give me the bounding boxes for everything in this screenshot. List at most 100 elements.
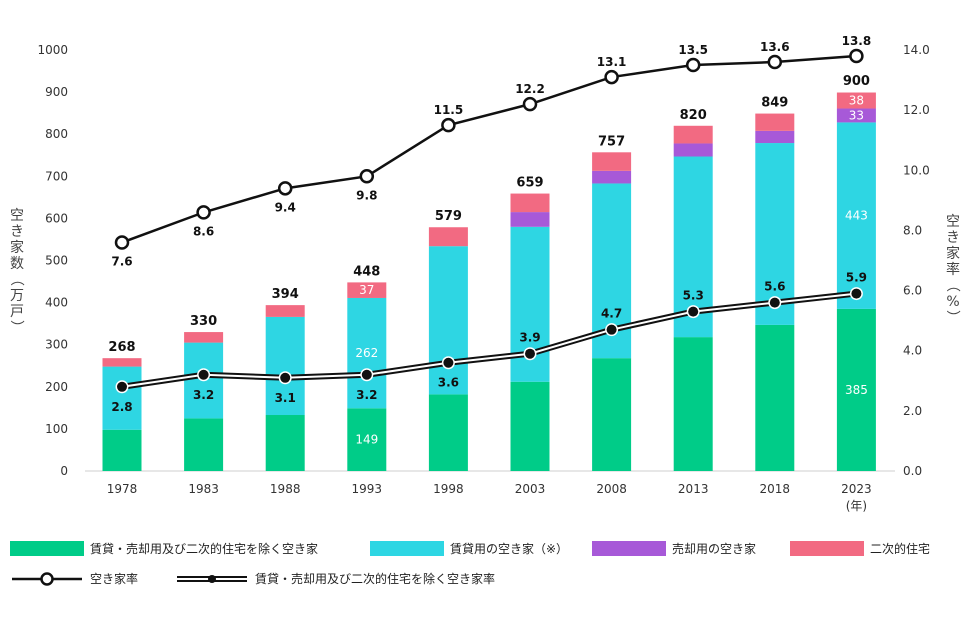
y-right-axis-title: （ — [944, 278, 960, 292]
x-tick-label: 2013 — [678, 482, 709, 496]
bar-segment — [755, 113, 795, 131]
other-vacancy-rate-point — [769, 297, 780, 308]
legend-item-for-sale: 売却用の空き家 — [592, 540, 756, 557]
bar-total-label: 448 — [353, 264, 380, 279]
vacancy-rate-point — [685, 57, 701, 73]
bar-segment-label: 262 — [355, 346, 378, 360]
y-left-tick-label: 1000 — [37, 43, 68, 57]
legend-item-other-vacancy-rate: 賃貸・売却用及び二次的住宅を除く空き家率 — [175, 570, 495, 587]
bar-segment — [510, 212, 550, 227]
y-right-tick-label: 8.0 — [903, 223, 922, 237]
bar-segment-label: 38 — [849, 94, 864, 108]
bar-segment — [184, 332, 224, 343]
other-vacancy-rate-label: 2.8 — [111, 400, 132, 414]
bar-total-label: 659 — [516, 176, 543, 191]
vacancy-rate-label: 9.8 — [356, 188, 377, 202]
x-tick-label: 1988 — [270, 482, 301, 496]
other-vacancy-rate-point — [198, 369, 209, 380]
y-left-tick-label: 700 — [45, 169, 68, 183]
y-left-tick-label: 100 — [45, 422, 68, 436]
vacancy-rate-point — [277, 181, 293, 196]
other-vacancy-rate-label: 3.2 — [356, 388, 377, 402]
legend-label: 売却用の空き家 — [672, 542, 757, 556]
legend-item-rental: 賃貸用の空き家（※） — [370, 540, 568, 557]
x-tick-label: 1983 — [188, 482, 219, 496]
y-left-axis-title: 数 — [10, 256, 24, 272]
bar-segment — [673, 143, 713, 157]
bar-total-label: 900 — [843, 74, 870, 89]
x-tick-label: 2023 — [841, 482, 872, 496]
vacancy-rate-label: 7.6 — [111, 254, 132, 268]
bar-segment — [510, 381, 550, 471]
legend-swatch-cyan — [370, 541, 444, 556]
legend-swatch-green — [10, 541, 84, 556]
other-vacancy-rate-label: 4.7 — [601, 307, 622, 321]
vacancy-rate-point — [767, 54, 783, 70]
vacancy-rate-label: 11.5 — [434, 103, 464, 117]
other-vacancy-rate-point — [280, 372, 291, 383]
bar-segment — [347, 282, 387, 298]
y-right-axis-title: 家 — [946, 245, 960, 262]
y-left-axis-title: ） — [8, 320, 24, 334]
bar-segment — [836, 108, 876, 123]
y-right-axis-title: % — [946, 294, 959, 310]
bar-segment-label: 37 — [359, 283, 374, 297]
bar-segment-label: 33 — [849, 108, 864, 122]
other-vacancy-rate-label: 5.9 — [846, 271, 867, 285]
vacancy-rate-point — [604, 69, 619, 85]
legend-line-double-icon — [177, 574, 247, 583]
vacancy-rate-point — [359, 169, 375, 184]
other-vacancy-rate-line-inner — [121, 292, 857, 388]
y-left-axis-title: （ — [8, 272, 24, 286]
legend-swatch-pink — [790, 541, 864, 556]
legend-line-single-icon — [12, 571, 82, 586]
other-vacancy-rate-point — [525, 348, 535, 359]
bar-segment — [265, 305, 305, 317]
bar-segment — [265, 415, 305, 471]
other-vacancy-rate-point — [851, 288, 862, 299]
y-left-tick-label: 400 — [45, 296, 68, 310]
bar-segment — [184, 418, 224, 471]
vacancy-rate-point — [849, 48, 864, 64]
legend-label: 賃貸用の空き家（※） — [450, 542, 569, 556]
other-vacancy-rate-point — [361, 369, 372, 380]
bar-segment-label: 149 — [355, 433, 378, 447]
bar-segment — [592, 358, 632, 471]
bar-segment — [428, 246, 468, 395]
bar-total-label: 330 — [190, 314, 217, 329]
bar-segment — [102, 358, 142, 367]
legend-label: 賃貸・売却用及び二次的住宅を除く空き家 — [90, 542, 319, 556]
bar-total-label: 579 — [435, 209, 462, 224]
y-right-tick-label: 0.0 — [903, 464, 922, 478]
bar-segment — [347, 408, 387, 471]
bar-segment — [836, 92, 876, 109]
bar-segment — [673, 125, 713, 144]
other-vacancy-rate-label: 3.2 — [193, 388, 214, 402]
chart-area: 0 100 200 300 400 500 600 700 800 900 1000 0.0 2.0 4.… — [8, 34, 960, 513]
bar-total-label: 394 — [272, 287, 299, 302]
legend-label: 賃貸・売却用及び二次的住宅を除く空き家率 — [255, 572, 496, 586]
legend-item-secondary: 二次的住宅 — [790, 540, 930, 557]
other-vacancy-rate-label: 3.6 — [438, 376, 459, 390]
bar-total-label: 757 — [598, 134, 625, 149]
legend-item-vacancy-rate: 空き家率 — [10, 570, 138, 587]
y-left-axis-title: 家 — [10, 239, 24, 256]
x-tick-label: 2003 — [515, 482, 546, 496]
x-tick-label: 1978 — [107, 482, 138, 496]
y-left-axis-title: き — [10, 224, 24, 240]
vacancy-rate-label: 8.6 — [193, 224, 214, 238]
x-tick-label: 1993 — [352, 482, 383, 496]
other-vacancy-rate-line-outer — [121, 290, 857, 390]
bar-segment — [755, 130, 795, 144]
bar-segment — [428, 227, 468, 247]
other-vacancy-rate-point — [443, 357, 454, 368]
other-vacancy-rate-label: 5.6 — [764, 280, 785, 294]
bar-segment-label: 443 — [845, 209, 868, 223]
x-unit-label: (年) — [846, 499, 867, 513]
y-right-tick-label: 2.0 — [903, 404, 922, 418]
bar-segment — [755, 143, 795, 325]
y-left-tick-label: 300 — [45, 338, 68, 352]
legend-label: 二次的住宅 — [870, 542, 931, 556]
bar-segment — [836, 308, 876, 471]
bar-segment — [592, 170, 632, 184]
